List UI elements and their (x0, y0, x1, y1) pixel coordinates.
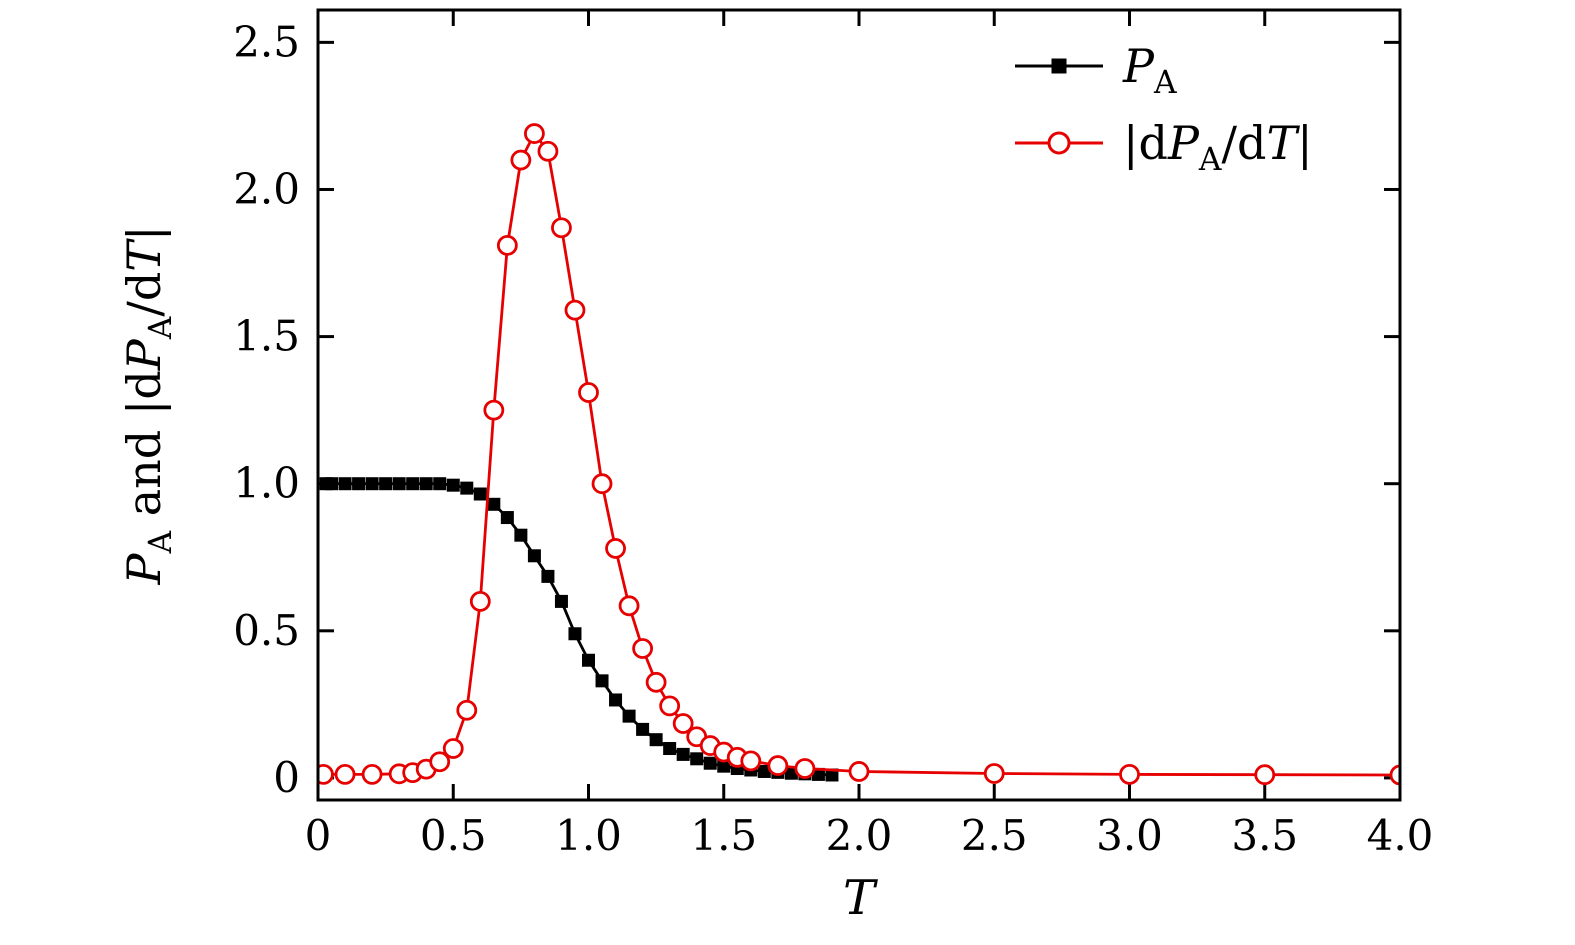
y-tick-label: 2.0 (233, 164, 300, 213)
circle-marker (672, 713, 694, 734)
y-tick-label: 0.5 (233, 606, 300, 655)
square-marker (568, 627, 582, 641)
square-marker (500, 511, 514, 525)
square-marker (703, 756, 717, 770)
circle-marker (591, 473, 613, 495)
square-marker (338, 477, 352, 491)
plot-frame (316, 8, 1402, 802)
circle-marker (429, 751, 451, 773)
circle-marker (318, 764, 334, 785)
square-marker (392, 477, 406, 491)
square-marker (325, 477, 339, 491)
square-marker (825, 768, 839, 782)
square-marker (514, 528, 528, 542)
square-marker (379, 477, 393, 491)
circle-marker (1389, 764, 1400, 786)
x-tick-label: 3.0 (1096, 811, 1163, 860)
square-marker (595, 674, 609, 688)
x-tick-label: 2.5 (961, 811, 1028, 860)
x-axis-label: T (843, 870, 878, 926)
y-tick-label: 1.5 (233, 312, 300, 361)
square-marker (487, 497, 501, 511)
circle-marker (578, 382, 599, 403)
circle-marker (483, 399, 505, 421)
series-pa (319, 477, 839, 782)
y-tick-label: 2.5 (233, 17, 300, 66)
square-marker (541, 569, 555, 583)
square-marker (676, 747, 690, 761)
series-line (323, 130, 1400, 777)
square-marker (757, 764, 771, 778)
square-marker (406, 477, 420, 491)
circle-marker (510, 149, 532, 171)
circle-marker (618, 595, 640, 617)
circle-marker (983, 763, 1005, 784)
circle-marker (632, 638, 653, 659)
square-marker (649, 733, 663, 747)
square-marker (622, 709, 636, 723)
x-tick-label: 0.5 (420, 811, 487, 860)
square-marker (460, 481, 474, 495)
square-marker (419, 477, 433, 491)
square-marker (554, 594, 568, 608)
circle-marker (496, 234, 518, 256)
circle-marker (442, 738, 464, 759)
circle-marker (767, 755, 789, 776)
series-dpadt (318, 123, 1400, 786)
x-tick-label: 2.0 (826, 811, 893, 860)
circle-marker (361, 764, 383, 785)
y-tick-label: 1.0 (233, 459, 300, 508)
legend-circle-marker (1047, 131, 1071, 155)
y-tick-label: 0 (273, 753, 300, 802)
legend-item-pa: PA (1015, 39, 1177, 101)
circle-marker (456, 699, 478, 721)
square-marker (352, 477, 366, 491)
square-marker (473, 487, 487, 501)
circle-marker (469, 590, 491, 612)
square-marker (717, 759, 731, 773)
square-marker (811, 767, 825, 781)
legend-label: PA (1122, 39, 1177, 101)
square-marker (446, 478, 460, 492)
x-tick-label: 0 (305, 811, 332, 860)
circle-marker (564, 299, 586, 321)
x-tick-label: 4.0 (1367, 811, 1434, 860)
square-marker (365, 477, 379, 491)
square-marker (663, 742, 677, 756)
circle-marker (551, 217, 572, 239)
circle-marker (334, 764, 356, 785)
square-marker (690, 752, 704, 766)
square-marker (433, 477, 447, 491)
legend-label: |dPA/dT| (1123, 116, 1313, 178)
circle-marker (605, 538, 626, 559)
square-marker (636, 722, 650, 736)
square-marker (609, 693, 623, 707)
circle-marker (1119, 764, 1140, 785)
circle-marker (659, 695, 681, 717)
circle-marker (1254, 764, 1276, 786)
circle-marker (537, 140, 559, 162)
x-tick-label: 1.5 (690, 811, 757, 860)
y-axis-label: PA and |dPA/dT| (117, 226, 179, 586)
legend-square-marker (1051, 58, 1067, 74)
square-marker (582, 653, 595, 667)
x-tick-label: 1.0 (555, 811, 622, 860)
x-tick-label: 3.5 (1231, 811, 1298, 860)
square-marker (527, 549, 541, 563)
circle-marker (740, 750, 762, 772)
circle-marker (645, 671, 667, 693)
circle-marker (794, 758, 816, 779)
legend-item-dpadt: |dPA/dT| (1015, 116, 1313, 178)
circle-marker (848, 761, 870, 782)
circle-marker (524, 123, 545, 144)
